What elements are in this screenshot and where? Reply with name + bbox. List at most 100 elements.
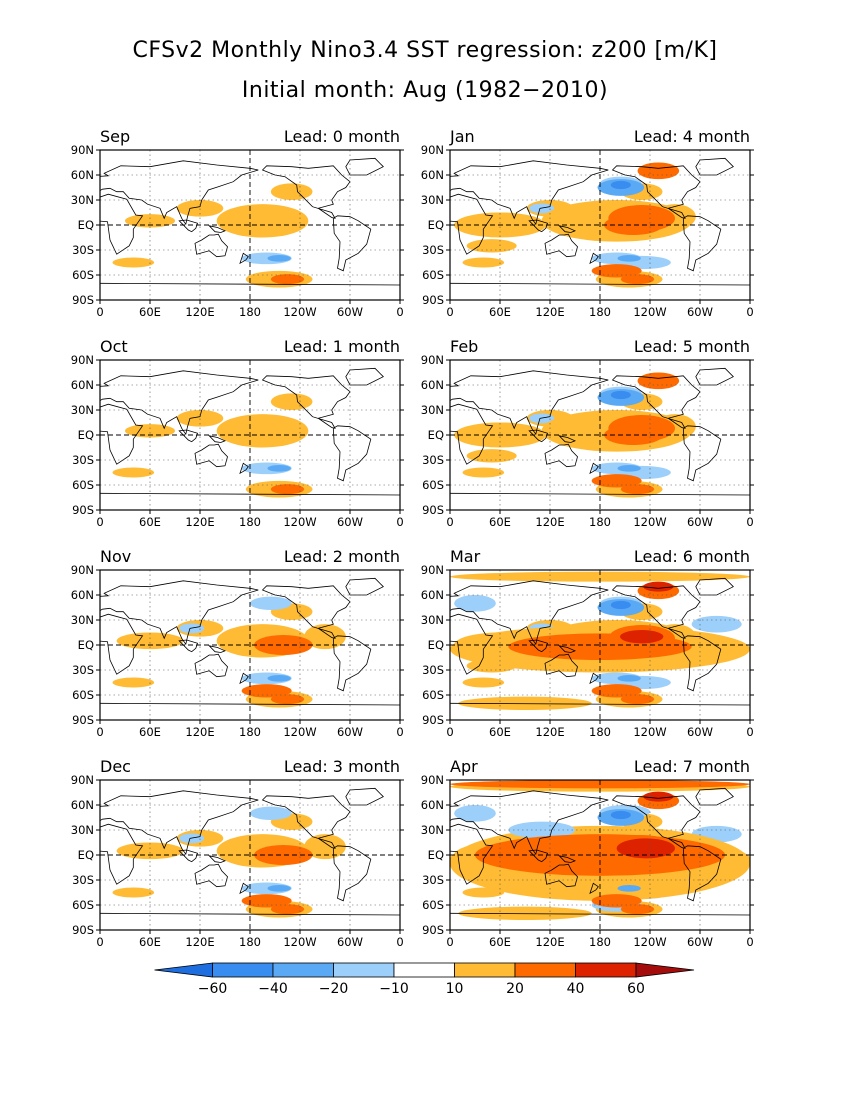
negative-anomaly [454, 595, 496, 612]
map-area [100, 150, 400, 300]
coastline [544, 233, 578, 258]
negative-anomaly [610, 180, 631, 190]
coastline [695, 157, 734, 176]
lat-tick-label: 60N [71, 378, 94, 392]
lat-tick-label: 30S [72, 453, 94, 467]
positive-anomaly [620, 694, 655, 705]
positive-anomaly [591, 684, 642, 698]
coastline [100, 282, 400, 286]
coastline [100, 160, 259, 226]
lon-tick-label: 0 [96, 725, 103, 739]
positive-anomaly [270, 694, 305, 705]
panel-lead-label: Lead: 4 month [634, 127, 750, 146]
coastline [345, 787, 384, 806]
colorbar-arrow-right [635, 962, 695, 978]
colorbar-label: −40 [258, 981, 288, 997]
coastline [345, 367, 384, 386]
lat-tick-label: 30N [421, 823, 444, 837]
lon-tick-label: 120W [283, 935, 316, 949]
lat-tick-label: 30S [422, 453, 444, 467]
positive-anomaly [270, 183, 313, 201]
lon-tick-label: 0 [96, 515, 103, 529]
lon-tick-label: 0 [396, 935, 403, 949]
lat-tick-label: 90S [422, 293, 444, 307]
coastline [332, 635, 372, 692]
colorbar-label: −60 [198, 981, 228, 997]
lon-tick-label: 180 [239, 935, 261, 949]
coastline [589, 462, 599, 475]
coastline [450, 492, 750, 496]
positive-anomaly [591, 894, 642, 908]
coastline [682, 845, 722, 902]
lat-tick-label: EQ [78, 218, 94, 232]
positive-anomaly [216, 204, 309, 238]
coastline [239, 882, 249, 895]
lat-tick-label: 30N [71, 613, 94, 627]
positive-anomaly [112, 677, 155, 688]
positive-anomaly [241, 684, 292, 698]
positive-anomaly [216, 414, 309, 448]
positive-anomaly [254, 845, 313, 865]
coastline [611, 165, 701, 219]
negative-anomaly [691, 615, 742, 633]
coastline [557, 435, 577, 443]
lat-tick-label: 90S [422, 713, 444, 727]
positive-anomaly [304, 834, 346, 860]
coastline [194, 233, 228, 258]
map-area [450, 360, 750, 510]
lat-tick-label: 60S [422, 478, 444, 492]
coastline [332, 215, 372, 272]
coastline [611, 795, 701, 849]
coastline [261, 165, 351, 219]
coastline [450, 702, 750, 706]
lon-tick-label: 0 [746, 725, 753, 739]
panel-lead-label: Lead: 3 month [284, 757, 400, 776]
coastline [450, 193, 494, 255]
lat-tick-label: 90N [71, 563, 94, 577]
lat-tick-label: EQ [78, 638, 94, 652]
positive-anomaly [643, 791, 674, 802]
lat-tick-label: 90S [72, 293, 94, 307]
negative-anomaly [267, 675, 291, 682]
negative-anomaly [617, 675, 641, 682]
positive-anomaly [458, 906, 592, 920]
coastline [450, 160, 609, 226]
colorbar-segment [212, 962, 274, 978]
positive-anomaly [112, 467, 155, 478]
lon-tick-label: 120E [535, 305, 564, 319]
lon-tick-label: 60E [139, 515, 161, 529]
colorbar-label: 60 [627, 981, 645, 997]
coastline [544, 863, 578, 888]
colorbar-segment [514, 962, 576, 978]
lat-tick-label: 60S [422, 898, 444, 912]
lat-tick-label: 90S [422, 923, 444, 937]
positive-anomaly [466, 449, 517, 463]
coastline [261, 585, 351, 639]
positive-anomaly [637, 372, 680, 390]
positive-anomaly [125, 214, 175, 228]
positive-anomaly [462, 257, 505, 268]
coastline [682, 425, 722, 482]
positive-anomaly [643, 581, 674, 592]
negative-anomaly [508, 821, 575, 839]
coastline [345, 577, 384, 596]
lat-tick-label: 60N [421, 168, 444, 182]
coastline [332, 425, 372, 482]
lon-tick-label: 0 [96, 305, 103, 319]
coastline [695, 367, 734, 386]
lat-tick-label: 30S [72, 243, 94, 257]
coastline [194, 653, 228, 678]
colorbar-segment [333, 962, 395, 978]
coastline [100, 790, 259, 856]
lat-tick-label: 30N [421, 613, 444, 627]
positive-anomaly [125, 424, 175, 438]
coastline [178, 849, 199, 863]
lon-tick-label: 120E [185, 515, 214, 529]
map-area [450, 780, 750, 930]
positive-anomaly [112, 257, 155, 268]
lat-tick-label: 90S [422, 503, 444, 517]
